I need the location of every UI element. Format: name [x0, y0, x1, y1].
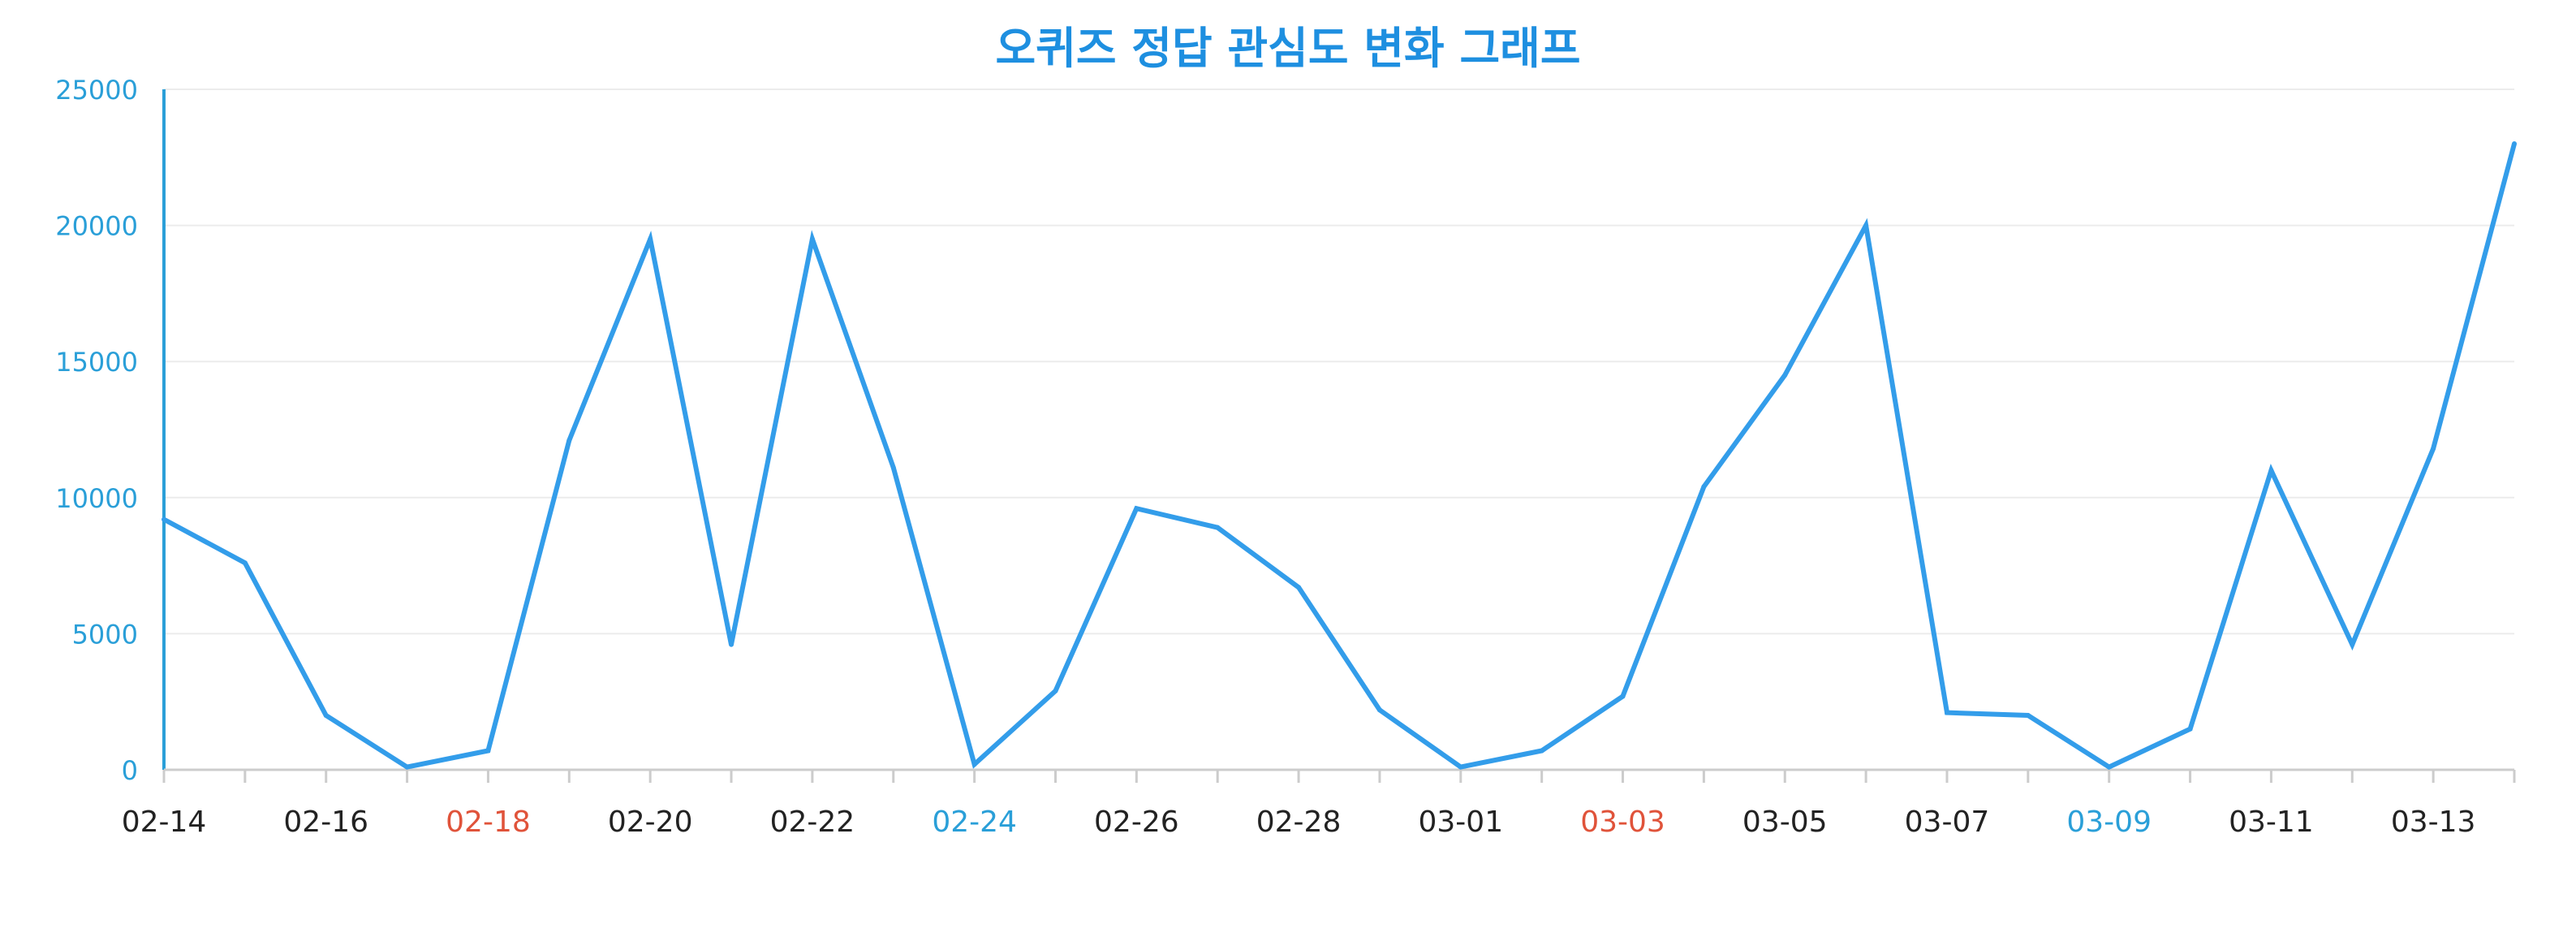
x-tick-label: 02-14 [122, 806, 207, 839]
y-tick-label: 15000 [55, 347, 138, 378]
x-tick-label: 02-24 [932, 806, 1017, 839]
data-point [323, 712, 329, 718]
data-point [1376, 707, 1382, 713]
data-point [2512, 141, 2517, 147]
data-point [1296, 585, 1302, 590]
data-point [566, 438, 572, 443]
x-tick-label: 03-05 [1742, 806, 1828, 839]
data-point [2350, 641, 2355, 647]
y-tick-label: 0 [122, 755, 138, 786]
x-tick-label: 02-26 [1094, 806, 1179, 839]
data-point [162, 516, 166, 522]
grid-lines [164, 89, 2514, 635]
data-point [729, 641, 734, 647]
y-axis-ticks: 0 5000 10000 15000 20000 25000 [55, 75, 138, 786]
series-line [162, 143, 2517, 771]
data-point [1134, 506, 1139, 512]
data-point [1458, 764, 1463, 770]
x-tick-label: 03-09 [2066, 806, 2152, 839]
data-point [1944, 710, 1949, 715]
y-tick-label: 20000 [55, 211, 138, 242]
data-point [890, 464, 896, 470]
x-axis-ticks: 02-14 02-16 02-18 02-20 02-22 02-24 02-26 02-28… [122, 806, 2476, 839]
data-point [1053, 688, 1058, 693]
x-tick-label: 03-07 [1905, 806, 1990, 839]
data-point [1863, 222, 1869, 228]
data-point [971, 762, 977, 767]
data-point [1782, 372, 1788, 378]
data-point [2431, 446, 2436, 451]
x-tick-label: 03-11 [2229, 806, 2314, 839]
x-tick-label: 02-18 [446, 806, 531, 839]
data-point [1620, 693, 1626, 699]
x-tick-label: 02-22 [770, 806, 855, 839]
data-point [809, 236, 815, 242]
data-point [2187, 726, 2193, 732]
x-tick-label: 03-01 [1418, 806, 1503, 839]
data-point [1215, 525, 1221, 530]
axes [162, 89, 2516, 783]
series-layer [162, 141, 2517, 771]
x-tick-label: 02-20 [608, 806, 693, 839]
data-point [485, 748, 491, 754]
y-tick-label: 5000 [72, 619, 138, 650]
data-point [2106, 764, 2112, 770]
data-point [404, 764, 410, 770]
x-tick-label: 03-03 [1580, 806, 1665, 839]
data-point [1701, 484, 1707, 490]
data-point [2025, 712, 2031, 718]
data-point [648, 236, 653, 242]
x-tick-label: 02-28 [1256, 806, 1342, 839]
y-tick-label: 25000 [55, 75, 138, 106]
y-tick-label: 10000 [55, 483, 138, 514]
data-point [1539, 748, 1544, 754]
data-point [242, 560, 248, 566]
data-point [2268, 468, 2274, 473]
chart-title: 오퀴즈 정답 관심도 변화 그래프 [995, 23, 1580, 74]
x-tick-label: 02-16 [283, 806, 368, 839]
x-tick-label: 03-13 [2391, 806, 2476, 839]
